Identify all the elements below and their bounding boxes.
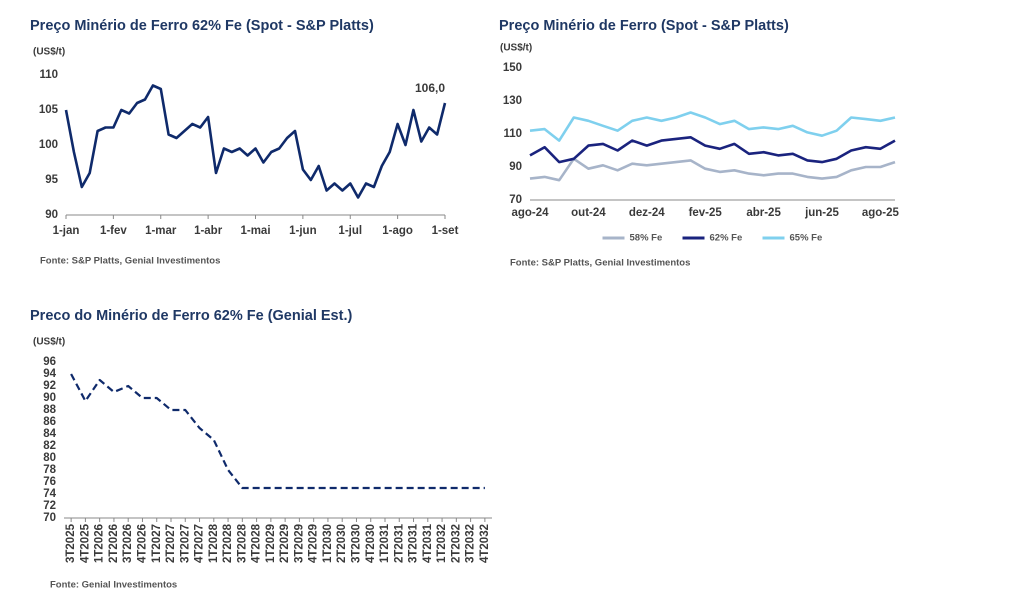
y-tick-label: 90 <box>509 161 522 173</box>
y-tick-label: 110 <box>503 128 522 140</box>
y-tick-label: 130 <box>503 95 522 107</box>
y-tick-label: 105 <box>39 104 59 116</box>
series-line <box>529 157 896 182</box>
y-tick-label: 100 <box>39 139 58 151</box>
x-tick-label: 1T2031 <box>379 523 391 563</box>
chart-title: Preco do Minério de Ferro 62% Fe (Genial… <box>30 308 352 324</box>
y-tick-label: 90 <box>43 392 56 404</box>
x-tick-label: 1T2032 <box>436 524 448 563</box>
y-tick-label: 110 <box>39 69 58 81</box>
x-tick-label: ago-25 <box>862 207 900 219</box>
y-tick-label: 82 <box>43 440 56 452</box>
x-tick-label: 1-abr <box>194 225 223 237</box>
y-tick-label: 86 <box>43 416 56 428</box>
x-tick-label: 3T2026 <box>122 524 134 563</box>
x-tick-label: 4T2028 <box>251 523 263 563</box>
x-tick-label: abr-25 <box>746 207 781 219</box>
y-tick-label: 80 <box>43 452 56 464</box>
x-tick-label: dez-24 <box>629 207 665 219</box>
x-tick-label: 4T2027 <box>194 524 206 563</box>
legend-label: 65% Fe <box>790 233 823 244</box>
y-tick-label: 72 <box>43 500 56 512</box>
x-tick-label: 4T2031 <box>422 523 434 563</box>
y-tick-label: 94 <box>43 368 56 380</box>
x-tick-label: 3T2025 <box>65 523 77 563</box>
x-tick-label: 1-fev <box>100 225 127 237</box>
x-tick-label: 1T2026 <box>94 524 106 563</box>
source-note: Fonte: S&P Platts, Genial Investimentos <box>510 258 690 269</box>
x-tick-label: 2T2026 <box>108 524 120 563</box>
x-tick-label: ago-24 <box>511 207 549 219</box>
x-tick-label: 3T2027 <box>179 524 191 563</box>
x-tick-label: 4T2030 <box>365 524 377 563</box>
x-tick-label: 1-mar <box>145 225 177 237</box>
x-tick-label: 1T2030 <box>322 524 334 563</box>
legend-label: 58% Fe <box>630 233 663 244</box>
source-note: Fonte: Genial Investimentos <box>50 580 177 591</box>
source-note: Fonte: S&P Platts, Genial Investimentos <box>40 256 220 267</box>
y-tick-label: 95 <box>45 174 58 186</box>
series-line <box>64 84 447 199</box>
data-label: 106,0 <box>415 81 445 95</box>
x-tick-label: 2T2029 <box>279 524 291 563</box>
x-tick-label: 1-jun <box>289 225 316 237</box>
x-tick-label: 3T2032 <box>465 524 477 563</box>
y-tick-label: 70 <box>509 194 522 206</box>
x-tick-label: 1-mai <box>240 225 270 237</box>
y-tick-label: 88 <box>43 404 56 416</box>
series-line <box>529 111 896 142</box>
x-tick-label: 1T2028 <box>208 523 220 563</box>
x-tick-label: 2T2030 <box>336 524 348 563</box>
series-line <box>529 136 896 164</box>
x-tick-label: fev-25 <box>689 207 723 219</box>
x-tick-label: 1-set <box>432 225 459 237</box>
x-tick-label: 4T2032 <box>479 524 491 563</box>
y-tick-label: 96 <box>43 356 56 368</box>
x-tick-label: 1-ago <box>382 225 413 237</box>
y-axis-label: (US$/t) <box>500 43 532 54</box>
x-tick-label: 1-jul <box>338 225 362 237</box>
x-tick-label: jun-25 <box>804 207 839 219</box>
series-line <box>70 373 485 490</box>
y-tick-label: 92 <box>43 380 56 392</box>
y-tick-label: 150 <box>503 62 522 74</box>
x-tick-label: 4T2026 <box>136 524 148 563</box>
x-tick-label: 2T2032 <box>450 524 462 563</box>
x-tick-label: 1-jan <box>53 225 80 237</box>
y-tick-label: 78 <box>43 464 56 476</box>
x-tick-label: out-24 <box>571 207 606 219</box>
x-tick-label: 1T2027 <box>151 524 163 563</box>
x-tick-label: 2T2031 <box>393 523 405 563</box>
x-tick-label: 3T2028 <box>236 523 248 563</box>
x-tick-label: 3T2029 <box>293 524 305 563</box>
y-axis-label: (US$/t) <box>33 47 65 58</box>
x-tick-label: 2T2028 <box>222 523 234 563</box>
chart-title: Preço Minério de Ferro 62% Fe (Spot - S&… <box>30 18 374 34</box>
y-tick-label: 70 <box>43 512 56 524</box>
y-tick-label: 74 <box>43 488 56 500</box>
x-tick-label: 3T2030 <box>350 524 362 563</box>
x-tick-label: 4T2025 <box>79 523 91 563</box>
y-tick-label: 90 <box>45 209 58 221</box>
y-tick-label: 76 <box>43 476 56 488</box>
y-axis-label: (US$/t) <box>33 337 65 348</box>
chart-title: Preço Minério de Ferro (Spot - S&P Platt… <box>499 18 789 34</box>
x-tick-label: 4T2029 <box>308 524 320 563</box>
x-tick-label: 3T2031 <box>408 523 420 563</box>
x-tick-label: 1T2029 <box>265 524 277 563</box>
x-tick-label: 2T2027 <box>165 524 177 563</box>
y-tick-label: 84 <box>43 428 56 440</box>
legend-label: 62% Fe <box>710 233 743 244</box>
